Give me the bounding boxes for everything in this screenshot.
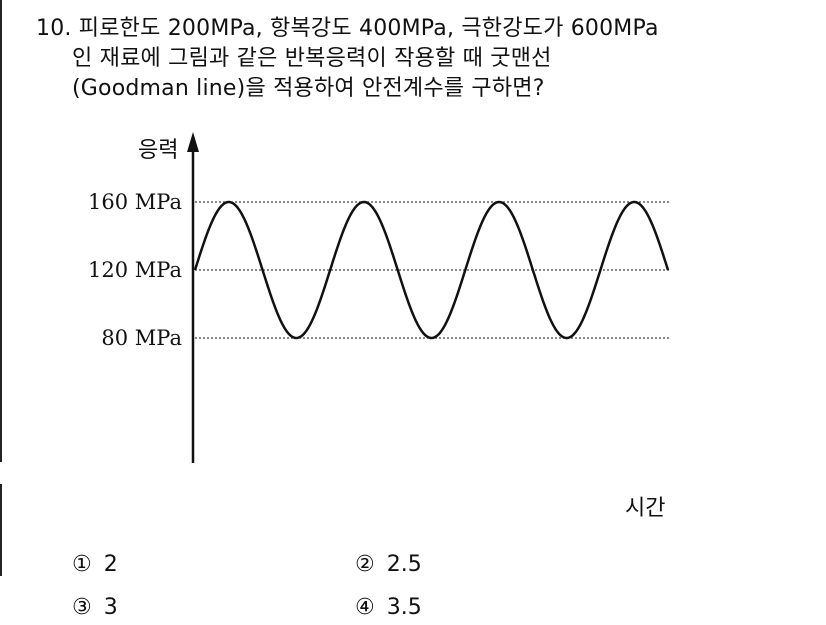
question-line-3: (Goodman line)을 적용하여 안전계수를 구하면? xyxy=(72,76,545,101)
y-axis-label: 응력 xyxy=(138,138,178,163)
question-line-1: 10. 피로한도 200MPa, 항복강도 400MPa, 극한강도가 600M… xyxy=(36,16,659,41)
choice-2-marker: ② xyxy=(355,552,375,577)
choice-4-marker: ④ xyxy=(355,595,375,620)
y-tick-label-80: 80 MPa xyxy=(101,326,182,350)
choice-3-text: 3 xyxy=(103,595,118,620)
choice-1-marker: ① xyxy=(72,552,92,577)
choice-4[interactable]: ④ 3.5 xyxy=(355,597,422,619)
choice-3-marker: ③ xyxy=(72,595,92,620)
choice-2-text: 2.5 xyxy=(386,552,422,577)
y-tick-label-120: 120 MPa xyxy=(88,258,182,282)
y-axis-arrow-icon xyxy=(187,132,199,152)
left-margin-rule-top xyxy=(0,0,2,462)
x-axis-label: 시간 xyxy=(625,496,665,521)
left-margin-rule-bottom xyxy=(0,484,2,576)
y-tick-label-160: 160 MPa xyxy=(88,190,182,214)
series xyxy=(193,200,670,340)
stress-sine-wave xyxy=(193,200,670,340)
y-tick-labels: 160 MPa 120 MPa 80 MPa xyxy=(88,190,182,350)
axes: 응력 시간 xyxy=(138,132,665,521)
grid-lines xyxy=(195,201,670,339)
question-line-2: 인 재료에 그림과 같은 반복응력이 작용할 때 굿맨선 xyxy=(72,46,552,71)
choice-4-text: 3.5 xyxy=(386,595,422,620)
choice-2[interactable]: ② 2.5 xyxy=(355,554,422,576)
choice-1-text: 2 xyxy=(103,552,118,577)
